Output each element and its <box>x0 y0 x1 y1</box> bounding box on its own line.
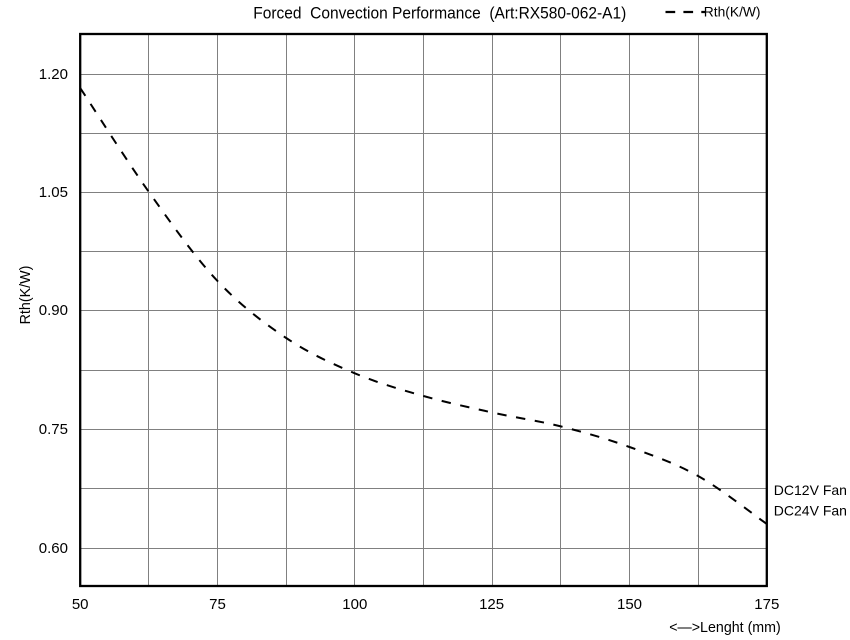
svg-text:150: 150 <box>617 596 642 613</box>
svg-text:Forced Convection Performance: Forced Convection Performance (Art:RX580… <box>253 4 626 22</box>
svg-text:175: 175 <box>754 596 779 613</box>
svg-text:75: 75 <box>209 596 226 613</box>
svg-text:50: 50 <box>72 596 89 613</box>
svg-text:0.60: 0.60 <box>39 540 68 557</box>
svg-text:<—>Lenght (mm): <—>Lenght (mm) <box>669 620 781 636</box>
svg-text:125: 125 <box>479 596 504 613</box>
svg-text:Rth(K/W): Rth(K/W) <box>18 266 34 325</box>
svg-text:0.75: 0.75 <box>39 421 68 438</box>
svg-text:100: 100 <box>342 596 367 613</box>
svg-text:0.90: 0.90 <box>39 302 68 319</box>
svg-text:1.05: 1.05 <box>39 184 68 201</box>
svg-text:DC24V Fan: DC24V Fan <box>774 503 847 519</box>
svg-text:1.20: 1.20 <box>39 66 68 83</box>
svg-text:DC12V Fan: DC12V Fan <box>774 482 847 498</box>
svg-text:Rth(K/W): Rth(K/W) <box>704 5 761 20</box>
